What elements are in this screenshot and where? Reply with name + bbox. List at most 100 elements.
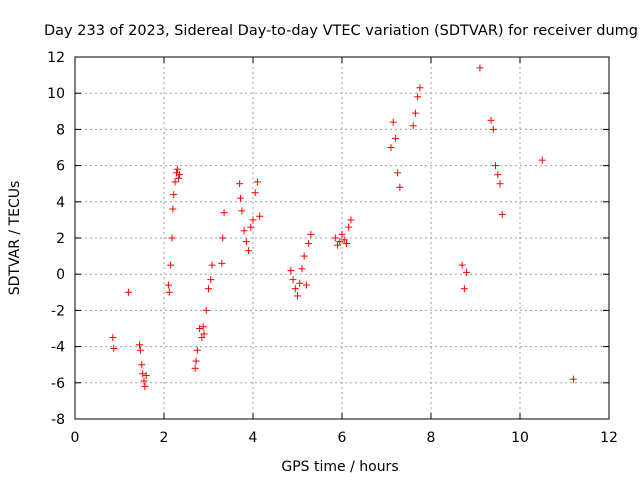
x-tick-label: 0 bbox=[71, 430, 80, 446]
data-point bbox=[199, 323, 207, 331]
data-point bbox=[336, 238, 344, 246]
data-point bbox=[460, 285, 468, 293]
data-point bbox=[342, 239, 350, 247]
data-point bbox=[142, 372, 150, 380]
data-point bbox=[238, 207, 246, 215]
y-tick-labels: -8 -6 -4 -2 0 2 4 6 8 10 12 bbox=[47, 50, 65, 428]
data-point bbox=[193, 346, 201, 354]
data-point bbox=[176, 171, 184, 179]
x-tick-label: 2 bbox=[160, 430, 169, 446]
y-tick-label: 8 bbox=[56, 122, 65, 138]
data-point bbox=[207, 276, 215, 284]
data-point bbox=[345, 223, 353, 231]
data-point bbox=[240, 227, 248, 235]
data-point bbox=[171, 178, 179, 186]
data-point bbox=[338, 230, 346, 238]
data-point bbox=[167, 261, 175, 269]
data-point bbox=[136, 341, 144, 349]
data-point bbox=[331, 234, 339, 242]
data-point bbox=[200, 330, 208, 338]
data-point bbox=[307, 230, 315, 238]
data-point bbox=[289, 276, 297, 284]
data-point bbox=[458, 261, 466, 269]
data-point bbox=[198, 334, 206, 342]
y-axis-label: SDTVAR / TECUs bbox=[7, 181, 23, 296]
data-point bbox=[302, 281, 310, 289]
data-point bbox=[138, 361, 146, 369]
data-point bbox=[175, 174, 183, 182]
data-point bbox=[494, 171, 502, 179]
data-point bbox=[256, 212, 264, 220]
y-tick-label: -6 bbox=[51, 376, 65, 392]
data-point bbox=[416, 84, 424, 92]
data-point bbox=[389, 118, 397, 126]
data-point bbox=[140, 377, 148, 385]
data-point bbox=[202, 306, 210, 314]
data-point bbox=[296, 279, 304, 287]
data-point bbox=[110, 344, 118, 352]
data-point bbox=[242, 238, 250, 246]
data-point bbox=[298, 265, 306, 273]
data-point bbox=[164, 281, 172, 289]
data-point bbox=[569, 375, 577, 383]
data-point bbox=[191, 364, 199, 372]
chart-title: Day 233 of 2023, Sidereal Day-to-day VTE… bbox=[44, 23, 638, 39]
data-point bbox=[334, 241, 342, 249]
data-point bbox=[287, 267, 295, 275]
data-point bbox=[487, 116, 495, 124]
y-tick-label: 6 bbox=[56, 159, 65, 175]
data-point bbox=[220, 209, 228, 217]
data-point bbox=[414, 93, 422, 101]
y-tick-label: 10 bbox=[47, 86, 65, 102]
data-point bbox=[141, 382, 149, 390]
data-point bbox=[170, 191, 178, 199]
data-point bbox=[498, 210, 506, 218]
data-point bbox=[387, 144, 395, 151]
data-point bbox=[294, 292, 301, 300]
data-point bbox=[347, 216, 355, 224]
data-point bbox=[109, 334, 117, 342]
x-tick-label: 8 bbox=[427, 430, 436, 446]
y-tick-label: 0 bbox=[56, 267, 65, 283]
data-point bbox=[169, 205, 177, 213]
y-tick-label: -4 bbox=[51, 340, 65, 356]
data-point bbox=[463, 268, 471, 276]
data-point bbox=[538, 156, 546, 164]
data-point bbox=[391, 134, 399, 142]
data-point bbox=[394, 169, 402, 177]
data-points bbox=[109, 64, 577, 390]
data-point bbox=[396, 183, 404, 191]
data-point bbox=[305, 239, 313, 247]
data-point bbox=[236, 180, 244, 188]
x-tick-label: 10 bbox=[511, 430, 529, 446]
x-tick-labels: 0 2 4 6 8 10 12 bbox=[71, 430, 618, 446]
data-point bbox=[237, 194, 245, 202]
axis-ticks bbox=[74, 56, 610, 420]
data-point bbox=[291, 285, 299, 293]
data-point bbox=[492, 162, 500, 170]
data-point bbox=[218, 259, 226, 267]
data-point bbox=[196, 325, 204, 332]
data-point bbox=[251, 189, 259, 197]
data-point bbox=[136, 346, 144, 354]
data-point bbox=[192, 357, 200, 365]
data-point bbox=[253, 178, 261, 186]
data-point bbox=[411, 109, 419, 117]
x-axis-label: GPS time / hours bbox=[281, 459, 398, 475]
data-point bbox=[219, 234, 227, 242]
data-point bbox=[168, 234, 176, 242]
data-point bbox=[300, 252, 308, 260]
x-tick-label: 6 bbox=[338, 430, 347, 446]
data-point bbox=[249, 216, 257, 224]
data-point bbox=[172, 169, 180, 177]
data-point bbox=[208, 261, 216, 269]
x-tick-label: 4 bbox=[249, 430, 258, 446]
data-point bbox=[247, 223, 255, 231]
data-point bbox=[245, 247, 253, 255]
data-point bbox=[496, 180, 504, 188]
data-point bbox=[340, 236, 348, 244]
data-point bbox=[165, 288, 173, 296]
y-tick-label: 4 bbox=[56, 195, 65, 211]
data-point bbox=[476, 64, 484, 72]
